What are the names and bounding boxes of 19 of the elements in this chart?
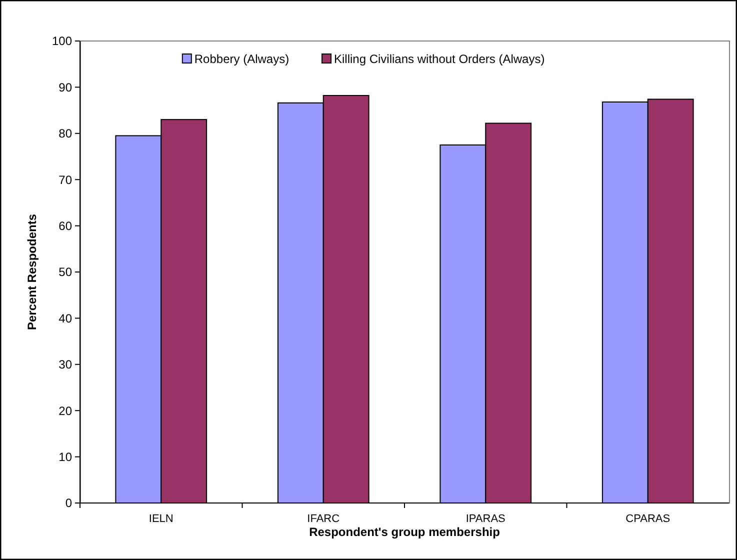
x-tick-label: IELN (148, 513, 174, 525)
legend-label: Killing Civilians without Orders (Always) (334, 52, 545, 66)
y-tick-label: 90 (58, 80, 72, 94)
y-tick-label: 60 (58, 219, 72, 233)
y-tick-label: 0 (65, 496, 72, 510)
x-tick-label: CPARAS (626, 513, 670, 525)
y-tick-label: 80 (58, 126, 72, 141)
legend-label: Robbery (Always) (194, 52, 290, 66)
y-tick-label: 100 (52, 34, 72, 48)
y-tick-label: 50 (58, 265, 72, 280)
y-tick-label: 10 (58, 450, 72, 464)
x-axis-title: Respondent's group membership (309, 525, 500, 539)
y-tick-label: 20 (58, 404, 72, 418)
y-tick-label: 30 (58, 358, 72, 372)
x-tick-label: IPARAS (466, 513, 506, 525)
y-tick-label: 40 (58, 311, 72, 326)
y-axis-title: Percent Respodents (25, 214, 39, 330)
y-tick-label: 70 (58, 172, 72, 187)
x-tick-label: IFARC (307, 513, 340, 525)
